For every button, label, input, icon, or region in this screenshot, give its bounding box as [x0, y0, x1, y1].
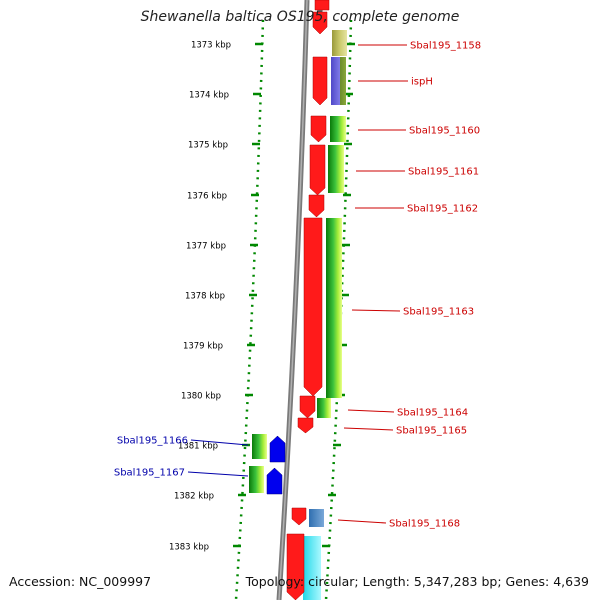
gene-label-sbal195-1160[interactable]: Sbal195_1160 [409, 126, 480, 137]
genome-title: Shewanella baltica OS195, complete genom… [140, 9, 460, 25]
gene-label-sbal195-1158[interactable]: Sbal195_1158 [410, 41, 481, 52]
gene-label-sbal195-1168[interactable]: Sbal195_1168 [389, 519, 460, 530]
genome-summary: Topology: circular; Length: 5,347,283 bp… [245, 574, 589, 589]
cog-feature-block [249, 466, 264, 493]
gene-arrow[interactable] [297, 417, 314, 434]
gene-label-sbal195-1166[interactable]: Sbal195_1166 [117, 436, 188, 447]
ruler-tick-label: 1374 kbp [189, 91, 229, 101]
ruler-tick-label: 1378 kbp [185, 292, 225, 302]
cog-feature-block [309, 509, 324, 527]
ruler-tick-label: 1383 kbp [169, 543, 209, 553]
cog-feature-block [252, 434, 267, 459]
gene-arrow[interactable] [299, 395, 316, 419]
ruler-tick-label: 1375 kbp [188, 141, 228, 151]
gene-arrow[interactable] [310, 115, 327, 143]
cog-feature-block [317, 398, 331, 418]
gene-label-leader [343, 427, 394, 431]
cog-feature-block [331, 57, 346, 105]
gene-arrow[interactable] [308, 194, 325, 218]
ruler-tick-label: 1381 kbp [178, 442, 218, 452]
gene-arrow[interactable] [291, 507, 307, 526]
gene-label-leader [187, 471, 249, 477]
gene-label-sbal195-1161[interactable]: Sbal195_1161 [408, 167, 479, 178]
accession-text: Accession: NC_009997 [9, 574, 152, 589]
gene-arrow[interactable] [303, 217, 323, 397]
gene-arrow[interactable] [312, 56, 328, 106]
gene-label-leader [351, 309, 401, 312]
cog-feature-block [326, 218, 342, 398]
ruler-tick-label: 1380 kbp [181, 392, 221, 402]
gene-label-isph[interactable]: ispH [411, 77, 433, 88]
gene-arrow[interactable] [269, 435, 286, 463]
gene-label-sbal195-1163[interactable]: Sbal195_1163 [403, 307, 474, 318]
gene-arrow[interactable] [286, 533, 305, 600]
gene-label-sbal195-1162[interactable]: Sbal195_1162 [407, 204, 478, 215]
gene-arrow[interactable] [266, 467, 283, 495]
gene-label-leader [190, 439, 249, 446]
ruler-tick-label: 1382 kbp [174, 492, 214, 502]
genome-backbone-inner [278, 0, 308, 600]
ruler-tick-label: 1376 kbp [187, 192, 227, 202]
cog-feature-block [303, 536, 321, 600]
gene-arrow[interactable] [314, 0, 330, 11]
cog-feature-block [328, 145, 344, 193]
gene-label-sbal195-1167[interactable]: Sbal195_1167 [114, 468, 185, 479]
gene-arrow[interactable] [309, 144, 326, 196]
gene-label-leader [347, 409, 395, 413]
gene-arrow[interactable] [312, 11, 328, 35]
gene-label-sbal195-1165[interactable]: Sbal195_1165 [396, 426, 467, 437]
gene-label-sbal195-1164[interactable]: Sbal195_1164 [397, 408, 468, 419]
cog-feature-block [332, 30, 347, 56]
ruler-tick-label: 1377 kbp [186, 242, 226, 252]
cog-feature-block [330, 116, 346, 142]
ruler-tick-label: 1373 kbp [191, 41, 231, 51]
gene-label-leader [337, 519, 387, 524]
ruler-left-dotted-line [234, 19, 265, 600]
ruler-tick-label: 1379 kbp [183, 342, 223, 352]
